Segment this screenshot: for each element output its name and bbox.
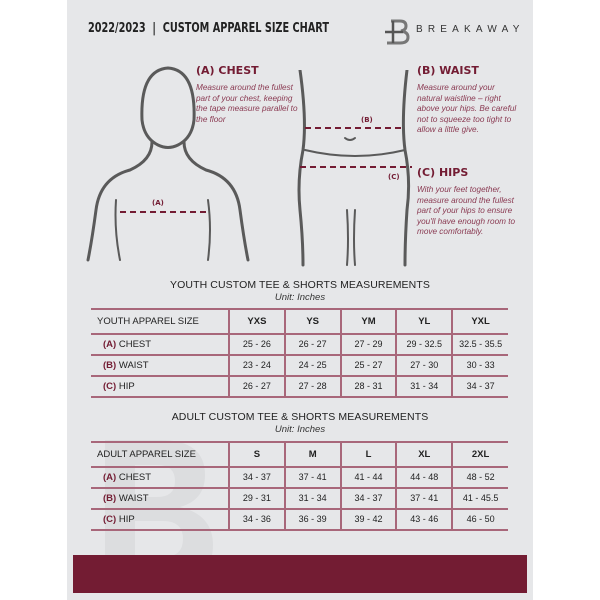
measurement-value: 37 - 41 [284, 467, 342, 489]
measurement-name: HIP [118, 514, 135, 525]
measurement-value: 26 - 27 [229, 376, 286, 398]
page-title: 2022/2023 | CUSTOM APPAREL SIZE CHART [88, 20, 329, 36]
adult-section-title: ADULT CUSTOM TEE & SHORTS MEASUREMENTS [171, 411, 429, 423]
measurement-code: (C) [103, 514, 117, 525]
size-column-header: YL [396, 308, 454, 335]
hips-description: With your feet together, measure around … [417, 185, 516, 236]
upper-body-figure [86, 66, 250, 262]
youth-section-title: YOUTH CUSTOM TEE & SHORTS MEASUREMENTS [170, 279, 430, 291]
youth-size-table: YOUTH APPAREL SIZE YXS YS YM YL YXL (A) CHEST 2… [91, 308, 508, 398]
measurement-code: (B) [103, 493, 117, 504]
hips-title: (C) HIPS [417, 166, 469, 179]
waist-marker: (B) [361, 116, 373, 124]
measurement-value: 34 - 37 [452, 376, 508, 398]
measurement-value: 27 - 29 [340, 334, 398, 356]
measurement-label: (B) WAIST [91, 355, 230, 377]
hips-marker: (C) [388, 173, 400, 181]
size-column-header: YXS [229, 308, 286, 335]
table-row: (A) CHEST 34 - 37 37 - 41 41 - 44 44 - 48 48 … [91, 467, 508, 489]
measurement-value: 44 - 48 [396, 467, 454, 489]
measurement-name: CHEST [118, 339, 152, 350]
breakaway-logo-icon [385, 19, 410, 45]
chest-title: (A) CHEST [196, 64, 259, 77]
size-column-header: M [284, 441, 342, 468]
table-row: (C) HIP 34 - 36 36 - 39 39 - 42 43 - 46 46 - … [91, 509, 508, 531]
adult-size-table: ADULT APPAREL SIZE S M L XL 2XL (A) CHEST 34 - … [91, 441, 508, 531]
measurement-value: 26 - 27 [284, 334, 342, 356]
chest-description: Measure around the fullest part of your … [196, 83, 298, 124]
size-column-header: S [229, 441, 286, 468]
measurement-label: (C) HIP [91, 376, 230, 398]
measurement-code: (C) [103, 381, 117, 392]
measurement-value: 36 - 39 [284, 509, 342, 531]
measurement-value: 46 - 50 [452, 509, 508, 531]
size-column-header: YXL [452, 308, 508, 335]
table-row: (B) WAIST 23 - 24 24 - 25 25 - 27 27 - 30 30 … [91, 355, 508, 377]
measurement-label: (B) WAIST [91, 488, 230, 510]
measurement-value: 34 - 36 [229, 509, 286, 531]
size-column-header: YM [340, 308, 398, 335]
measurement-code: (A) [103, 472, 117, 483]
measurement-value: 25 - 26 [229, 334, 286, 356]
footer-band [73, 555, 527, 593]
adult-unit: Unit: Inches [274, 424, 326, 435]
measurement-value: 27 - 30 [396, 355, 454, 377]
size-column-header: 2XL [452, 441, 508, 468]
lower-body-figure [297, 70, 412, 267]
table-row: (B) WAIST 29 - 31 31 - 34 34 - 37 37 - 41 41 … [91, 488, 508, 510]
measurement-value: 23 - 24 [229, 355, 286, 377]
measurement-value: 34 - 37 [340, 488, 398, 510]
measurement-value: 37 - 41 [396, 488, 454, 510]
measurement-value: 41 - 44 [340, 467, 398, 489]
measurement-value: 43 - 46 [396, 509, 454, 531]
size-header: ADULT APPAREL SIZE [91, 441, 230, 468]
waist-title: (B) WAIST [417, 64, 479, 77]
measurement-value: 30 - 33 [452, 355, 508, 377]
measurement-label: (A) CHEST [91, 334, 230, 356]
measurement-value: 29 - 32.5 [396, 334, 454, 356]
measurement-value: 34 - 37 [229, 467, 286, 489]
measurement-code: (A) [103, 339, 117, 350]
measurement-name: HIP [118, 381, 135, 392]
measurement-value: 27 - 28 [284, 376, 342, 398]
measurement-value: 39 - 42 [340, 509, 398, 531]
youth-unit: Unit: Inches [274, 292, 326, 303]
measurement-value: 32.5 - 35.5 [452, 334, 508, 356]
measurement-name: WAIST [118, 493, 149, 504]
measurement-value: 24 - 25 [284, 355, 342, 377]
measurement-code: (B) [103, 360, 117, 371]
size-column-header: XL [396, 441, 454, 468]
table-row: (A) CHEST 25 - 26 26 - 27 27 - 29 29 - 32.5 3… [91, 334, 508, 356]
size-column-header: YS [284, 308, 342, 335]
measurement-value: 29 - 31 [229, 488, 286, 510]
size-column-header: L [340, 441, 398, 468]
measurement-name: WAIST [118, 360, 149, 371]
measurement-label: (C) HIP [91, 509, 230, 531]
size-header: YOUTH APPAREL SIZE [91, 308, 230, 335]
table-header-row: YOUTH APPAREL SIZE YXS YS YM YL YXL [91, 308, 508, 335]
measurement-value: 25 - 27 [340, 355, 398, 377]
measurement-name: CHEST [118, 472, 152, 483]
measurement-value: 31 - 34 [284, 488, 342, 510]
measurement-value: 48 - 52 [452, 467, 508, 489]
measurement-value: 28 - 31 [340, 376, 398, 398]
measurement-label: (A) CHEST [91, 467, 230, 489]
waist-description: Measure around your natural waistline – … [417, 83, 517, 134]
brand-name: BREAKAWAY [416, 24, 525, 35]
measurement-value: 41 - 45.5 [452, 488, 508, 510]
measurement-value: 31 - 34 [396, 376, 454, 398]
chest-marker: (A) [152, 199, 164, 207]
table-header-row: ADULT APPAREL SIZE S M L XL 2XL [91, 441, 508, 468]
table-row: (C) HIP 26 - 27 27 - 28 28 - 31 31 - 34 34 - … [91, 376, 508, 398]
